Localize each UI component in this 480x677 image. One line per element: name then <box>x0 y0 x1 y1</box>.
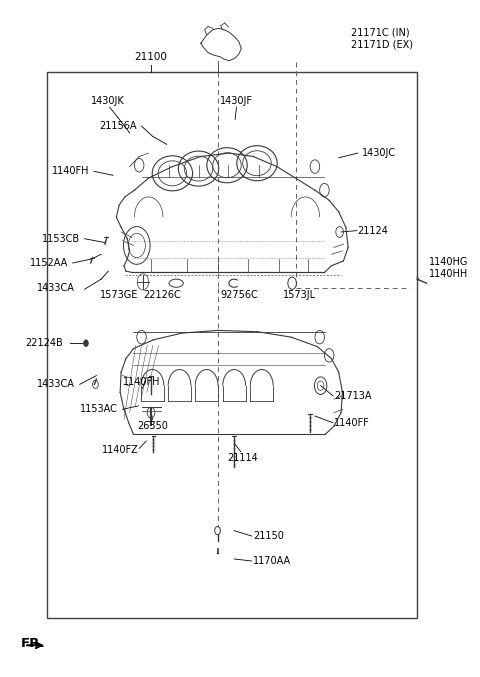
Circle shape <box>215 527 220 535</box>
Text: 21124: 21124 <box>358 225 388 236</box>
Text: 92756C: 92756C <box>220 290 258 300</box>
Text: 22124B: 22124B <box>25 338 63 348</box>
Text: 1140FH: 1140FH <box>123 377 160 387</box>
Text: 1153AC: 1153AC <box>80 404 118 414</box>
Text: 21150: 21150 <box>253 531 284 541</box>
Text: 1152AA: 1152AA <box>30 258 68 268</box>
Text: 1433CA: 1433CA <box>37 283 75 293</box>
Text: FR.: FR. <box>20 637 45 650</box>
Text: 21156A: 21156A <box>99 121 137 131</box>
Circle shape <box>84 340 88 347</box>
Text: 1140FF: 1140FF <box>334 418 370 428</box>
Bar <box>47 72 417 618</box>
Text: 21114: 21114 <box>228 453 258 463</box>
Text: 1170AA: 1170AA <box>253 556 291 566</box>
Text: 21100: 21100 <box>134 52 168 62</box>
Text: 1140FH: 1140FH <box>52 167 89 176</box>
Text: 1430JC: 1430JC <box>362 148 396 158</box>
Text: 1140FZ: 1140FZ <box>102 445 139 455</box>
Text: 1153CB: 1153CB <box>42 234 80 244</box>
Text: 1430JK: 1430JK <box>91 96 125 106</box>
Text: 1573JL: 1573JL <box>283 290 316 300</box>
Text: 21713A: 21713A <box>334 391 372 401</box>
Text: 1573GE: 1573GE <box>100 290 138 300</box>
Text: 26350: 26350 <box>137 420 168 431</box>
Text: 1430JF: 1430JF <box>220 96 253 106</box>
Text: 1433CA: 1433CA <box>37 379 75 389</box>
Text: 21171C (IN)
21171D (EX): 21171C (IN) 21171D (EX) <box>350 28 412 49</box>
Text: 22126C: 22126C <box>143 290 181 300</box>
Text: 1140HG
1140HH: 1140HG 1140HH <box>429 257 468 278</box>
